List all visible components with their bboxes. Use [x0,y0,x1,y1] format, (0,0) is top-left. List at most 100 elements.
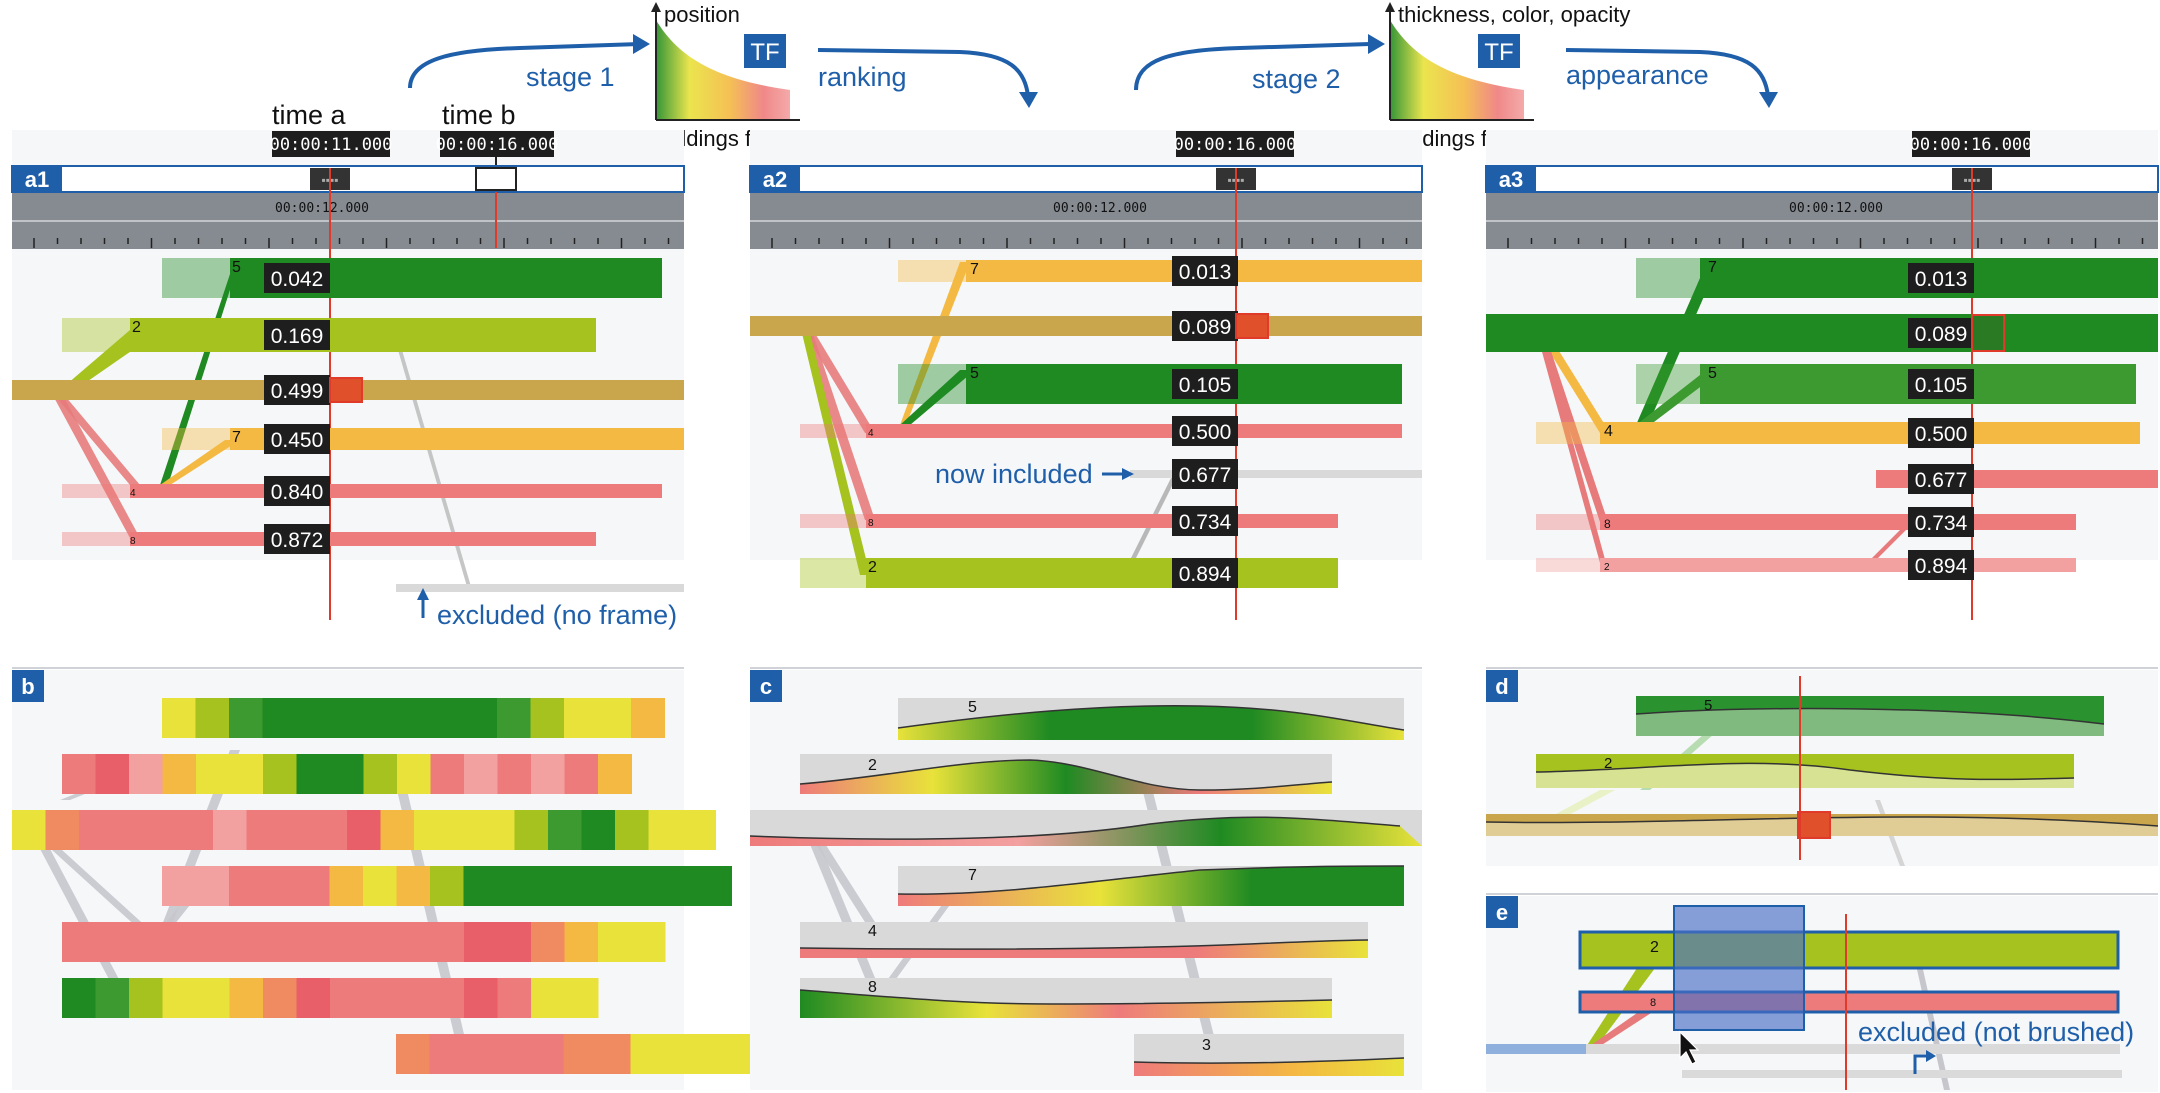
panel-b: b [12,667,799,1090]
a3-value-box [1908,550,1974,580]
a1-row: 4 0.840 [62,476,662,506]
a1-selected-cell[interactable] [329,377,363,403]
c-band-curve [799,989,1333,1005]
time-b-label: time b [442,100,516,130]
stage2-arrowhead [1368,34,1385,54]
heatmap-cell [195,698,230,738]
a2-row: 4 0.500 [800,416,1402,446]
a3-value-box [1908,318,1974,348]
a3-row: 4 0.500 [1536,418,2140,448]
panel-d: d 5 2 [1485,667,2159,866]
tf2-y-label: thickness, color, opacity [1398,2,1630,27]
a1-row-fade [162,258,230,298]
heatmap-cell [648,810,683,850]
a3-time-value: 00:00:16.000 [1910,135,2033,155]
panel-d-tag [1486,670,1518,702]
a2-row-id: 4 [868,428,874,439]
c-band-fill [898,705,1404,740]
a2-row: 8 0.734 [800,506,1338,536]
a2-value-box [1172,311,1238,341]
tf2-badge-text: TF [1484,39,1513,66]
heatmap-cell [162,754,197,794]
heatmap-cell [129,922,163,962]
c-band-label: 3 [1202,1037,1211,1054]
mouse-cursor-icon [1679,1030,1700,1065]
excluded-not-brushed-label: excluded (not brushed) [1858,1017,2134,1047]
a3-timeline-ticks [1507,238,2144,248]
heatmap-cell [296,978,331,1018]
a1-row-bar [130,532,596,546]
a1-row-fade [62,532,130,546]
panel-a1: time a time b 00:00:11.000 00:00:16.000 … [11,100,685,630]
a2-timeline-center-label: 00:00:12.000 [1053,201,1147,216]
a2-selected-cell[interactable] [1235,313,1269,339]
a3-row: 0.089 [1486,314,2158,352]
heatmap-cell [463,698,498,738]
stage1-arrowhead [633,34,650,54]
heatmap-cell [213,810,247,850]
time-b-value: 00:00:16.000 [436,135,559,155]
heatmap-cell [397,978,431,1018]
heatmap-cell [396,866,431,906]
e-row-base-excluded [1586,1044,2120,1054]
a1-value: 0.499 [271,380,324,403]
tf1-y-label: position [664,2,740,27]
a3-value: 0.894 [1915,555,1968,578]
a1-row-bar [230,428,684,450]
heatmap-cell [363,754,398,794]
heatmap-cell [548,810,582,850]
heatmap-cell [631,866,665,906]
heatmap-cell [464,754,498,794]
heatmap-cell [62,978,96,1018]
heatmap-cell [363,978,398,1018]
heatmap-cell [45,810,80,850]
time-b-handle[interactable] [475,167,517,191]
brush-rectangle[interactable] [1673,905,1805,1031]
a2-value-box [1172,416,1238,446]
a1-row-id: 7 [232,429,241,446]
heatmap-cell [229,866,263,906]
heatmap-cell [463,1034,497,1074]
heatmap-cell [396,1034,430,1074]
a2-value: 0.105 [1179,374,1232,397]
a1-row-bar [130,484,662,498]
a1-row-id: 8 [130,536,136,547]
heatmap-cell [447,810,482,850]
heatmap-cell [329,866,364,906]
a3-row-id: 4 [1604,423,1613,440]
stage1-arrow [408,42,641,89]
e-row-excluded [1682,1070,2122,1078]
heatmap-cell [112,810,147,850]
a1-value-box [264,320,330,350]
heatmap-cell [363,922,398,962]
heatmap-cell [697,1034,732,1074]
a3-selected-cell[interactable] [1971,314,2005,352]
c-band-label: 7 [968,867,977,884]
a3-value-box [1908,369,1974,399]
heatmap-cell [481,810,515,850]
heatmap-cell [598,922,632,962]
heatmap-cell [514,810,549,850]
a2-row: 5 0.105 [898,364,1402,404]
appearance-label: appearance [1566,60,1709,90]
a3-row-bar [1600,558,2076,572]
panel-b-tag [12,670,44,702]
a3-value-box [1908,263,1974,293]
heatmap-cell [497,922,532,962]
heatmap-cell [531,978,565,1018]
heatmap-cell [296,866,330,906]
a3-row: 5 0.105 [1636,364,2136,404]
heatmap-cell [129,754,163,794]
heatmap-cell [95,978,130,1018]
a2-value-box [1172,558,1238,588]
d-selected-cell[interactable] [1797,811,1831,839]
heatmap-cell [313,810,348,850]
e-label-2: 2 [1650,939,1659,956]
heatmap-cell [397,922,431,962]
stage2-label: stage 2 [1252,64,1341,94]
a3-value: 0.105 [1915,374,1968,397]
heatmap-cell [597,866,632,906]
heatmap-cell [564,698,598,738]
panel-c-tag-text: c [760,674,772,699]
